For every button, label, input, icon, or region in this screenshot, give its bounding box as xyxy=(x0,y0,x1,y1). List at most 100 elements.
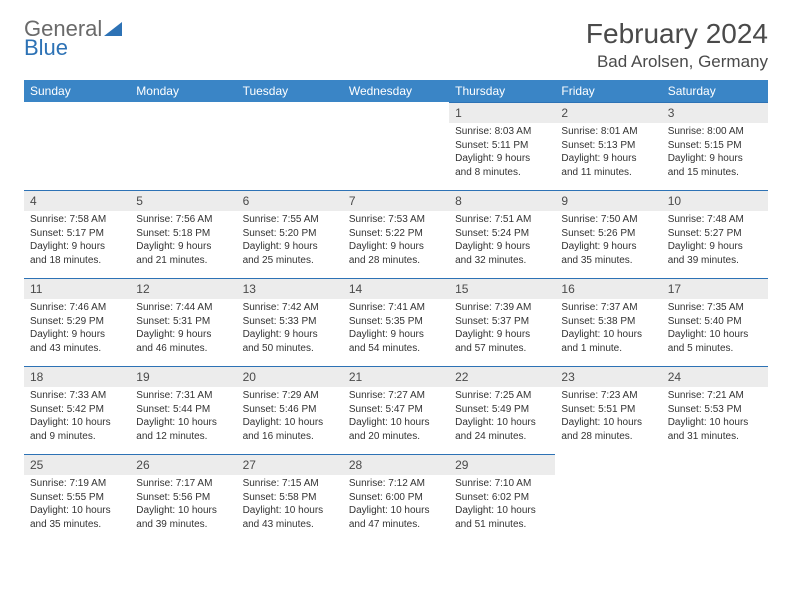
daylight-text: Daylight: 10 hours and 51 minutes. xyxy=(455,504,549,531)
sunrise-text: Sunrise: 8:01 AM xyxy=(561,125,655,139)
sunrise-text: Sunrise: 7:35 AM xyxy=(668,301,762,315)
day-number: 5 xyxy=(130,190,236,211)
day-number: 6 xyxy=(237,190,343,211)
month-title: February 2024 xyxy=(586,18,768,50)
calendar-day-cell: 4Sunrise: 7:58 AMSunset: 5:17 PMDaylight… xyxy=(24,190,130,278)
day-details: Sunrise: 8:01 AMSunset: 5:13 PMDaylight:… xyxy=(555,123,661,183)
daylight-text: Daylight: 9 hours and 57 minutes. xyxy=(455,328,549,355)
sunrise-text: Sunrise: 7:29 AM xyxy=(243,389,337,403)
daylight-text: Daylight: 9 hours and 25 minutes. xyxy=(243,240,337,267)
daylight-text: Daylight: 10 hours and 43 minutes. xyxy=(243,504,337,531)
day-details: Sunrise: 7:29 AMSunset: 5:46 PMDaylight:… xyxy=(237,387,343,447)
daylight-text: Daylight: 9 hours and 43 minutes. xyxy=(30,328,124,355)
daylight-text: Daylight: 9 hours and 46 minutes. xyxy=(136,328,230,355)
sunset-text: Sunset: 5:13 PM xyxy=(561,139,655,153)
sunrise-text: Sunrise: 7:44 AM xyxy=(136,301,230,315)
weekday-header: Friday xyxy=(555,80,661,102)
daylight-text: Daylight: 10 hours and 5 minutes. xyxy=(668,328,762,355)
day-details: Sunrise: 7:44 AMSunset: 5:31 PMDaylight:… xyxy=(130,299,236,359)
daylight-text: Daylight: 9 hours and 15 minutes. xyxy=(668,152,762,179)
sunrise-text: Sunrise: 7:39 AM xyxy=(455,301,549,315)
daylight-text: Daylight: 10 hours and 39 minutes. xyxy=(136,504,230,531)
sunrise-text: Sunrise: 7:19 AM xyxy=(30,477,124,491)
day-details: Sunrise: 7:31 AMSunset: 5:44 PMDaylight:… xyxy=(130,387,236,447)
sunset-text: Sunset: 5:40 PM xyxy=(668,315,762,329)
daylight-text: Daylight: 9 hours and 35 minutes. xyxy=(561,240,655,267)
sunrise-text: Sunrise: 7:48 AM xyxy=(668,213,762,227)
day-number: 27 xyxy=(237,454,343,475)
calendar-week-row: 11Sunrise: 7:46 AMSunset: 5:29 PMDayligh… xyxy=(24,278,768,366)
day-details: Sunrise: 7:21 AMSunset: 5:53 PMDaylight:… xyxy=(662,387,768,447)
day-number: 22 xyxy=(449,366,555,387)
calendar-day-cell: 10Sunrise: 7:48 AMSunset: 5:27 PMDayligh… xyxy=(662,190,768,278)
day-number: 28 xyxy=(343,454,449,475)
daylight-text: Daylight: 10 hours and 31 minutes. xyxy=(668,416,762,443)
calendar-day-cell xyxy=(237,102,343,190)
day-details: Sunrise: 7:12 AMSunset: 6:00 PMDaylight:… xyxy=(343,475,449,535)
sunset-text: Sunset: 5:55 PM xyxy=(30,491,124,505)
daylight-text: Daylight: 9 hours and 11 minutes. xyxy=(561,152,655,179)
calendar-day-cell: 13Sunrise: 7:42 AMSunset: 5:33 PMDayligh… xyxy=(237,278,343,366)
sunrise-text: Sunrise: 7:21 AM xyxy=(668,389,762,403)
day-number: 1 xyxy=(449,102,555,123)
calendar-day-cell: 3Sunrise: 8:00 AMSunset: 5:15 PMDaylight… xyxy=(662,102,768,190)
calendar-table: Sunday Monday Tuesday Wednesday Thursday… xyxy=(24,80,768,542)
day-number: 8 xyxy=(449,190,555,211)
daylight-text: Daylight: 10 hours and 9 minutes. xyxy=(30,416,124,443)
day-number: 11 xyxy=(24,278,130,299)
calendar-day-cell: 19Sunrise: 7:31 AMSunset: 5:44 PMDayligh… xyxy=(130,366,236,454)
daylight-text: Daylight: 10 hours and 24 minutes. xyxy=(455,416,549,443)
sunrise-text: Sunrise: 7:53 AM xyxy=(349,213,443,227)
day-details: Sunrise: 8:03 AMSunset: 5:11 PMDaylight:… xyxy=(449,123,555,183)
day-details: Sunrise: 7:10 AMSunset: 6:02 PMDaylight:… xyxy=(449,475,555,535)
calendar-day-cell xyxy=(130,102,236,190)
day-details: Sunrise: 7:46 AMSunset: 5:29 PMDaylight:… xyxy=(24,299,130,359)
sunset-text: Sunset: 5:46 PM xyxy=(243,403,337,417)
sunrise-text: Sunrise: 7:42 AM xyxy=(243,301,337,315)
day-number: 16 xyxy=(555,278,661,299)
day-number: 19 xyxy=(130,366,236,387)
calendar-body: 1Sunrise: 8:03 AMSunset: 5:11 PMDaylight… xyxy=(24,102,768,542)
sunset-text: Sunset: 5:22 PM xyxy=(349,227,443,241)
day-details: Sunrise: 7:37 AMSunset: 5:38 PMDaylight:… xyxy=(555,299,661,359)
day-number: 20 xyxy=(237,366,343,387)
title-block: February 2024 Bad Arolsen, Germany xyxy=(586,18,768,72)
logo-triangle-icon xyxy=(104,22,122,41)
day-number: 29 xyxy=(449,454,555,475)
day-details: Sunrise: 7:19 AMSunset: 5:55 PMDaylight:… xyxy=(24,475,130,535)
calendar-day-cell: 11Sunrise: 7:46 AMSunset: 5:29 PMDayligh… xyxy=(24,278,130,366)
sunrise-text: Sunrise: 7:51 AM xyxy=(455,213,549,227)
sunrise-text: Sunrise: 7:17 AM xyxy=(136,477,230,491)
sunrise-text: Sunrise: 7:41 AM xyxy=(349,301,443,315)
day-number: 21 xyxy=(343,366,449,387)
daylight-text: Daylight: 9 hours and 8 minutes. xyxy=(455,152,549,179)
daylight-text: Daylight: 10 hours and 20 minutes. xyxy=(349,416,443,443)
day-number: 2 xyxy=(555,102,661,123)
daylight-text: Daylight: 10 hours and 47 minutes. xyxy=(349,504,443,531)
day-details: Sunrise: 7:17 AMSunset: 5:56 PMDaylight:… xyxy=(130,475,236,535)
calendar-day-cell: 12Sunrise: 7:44 AMSunset: 5:31 PMDayligh… xyxy=(130,278,236,366)
sunrise-text: Sunrise: 7:55 AM xyxy=(243,213,337,227)
calendar-day-cell: 27Sunrise: 7:15 AMSunset: 5:58 PMDayligh… xyxy=(237,454,343,542)
sunset-text: Sunset: 5:11 PM xyxy=(455,139,549,153)
sunrise-text: Sunrise: 8:03 AM xyxy=(455,125,549,139)
logo: General Blue xyxy=(24,18,122,59)
sunset-text: Sunset: 5:47 PM xyxy=(349,403,443,417)
day-details: Sunrise: 7:42 AMSunset: 5:33 PMDaylight:… xyxy=(237,299,343,359)
day-number: 10 xyxy=(662,190,768,211)
sunrise-text: Sunrise: 7:23 AM xyxy=(561,389,655,403)
daylight-text: Daylight: 10 hours and 1 minute. xyxy=(561,328,655,355)
calendar-day-cell: 23Sunrise: 7:23 AMSunset: 5:51 PMDayligh… xyxy=(555,366,661,454)
day-details: Sunrise: 7:56 AMSunset: 5:18 PMDaylight:… xyxy=(130,211,236,271)
calendar-day-cell: 7Sunrise: 7:53 AMSunset: 5:22 PMDaylight… xyxy=(343,190,449,278)
sunrise-text: Sunrise: 7:15 AM xyxy=(243,477,337,491)
sunset-text: Sunset: 5:49 PM xyxy=(455,403,549,417)
weekday-header: Monday xyxy=(130,80,236,102)
day-details: Sunrise: 7:15 AMSunset: 5:58 PMDaylight:… xyxy=(237,475,343,535)
weekday-header: Saturday xyxy=(662,80,768,102)
sunrise-text: Sunrise: 7:25 AM xyxy=(455,389,549,403)
sunrise-text: Sunrise: 7:10 AM xyxy=(455,477,549,491)
sunrise-text: Sunrise: 7:31 AM xyxy=(136,389,230,403)
day-number: 15 xyxy=(449,278,555,299)
calendar-day-cell: 22 Sunrise: 7:25 AMSunset: 5:49 PMDayligh… xyxy=(449,366,555,454)
